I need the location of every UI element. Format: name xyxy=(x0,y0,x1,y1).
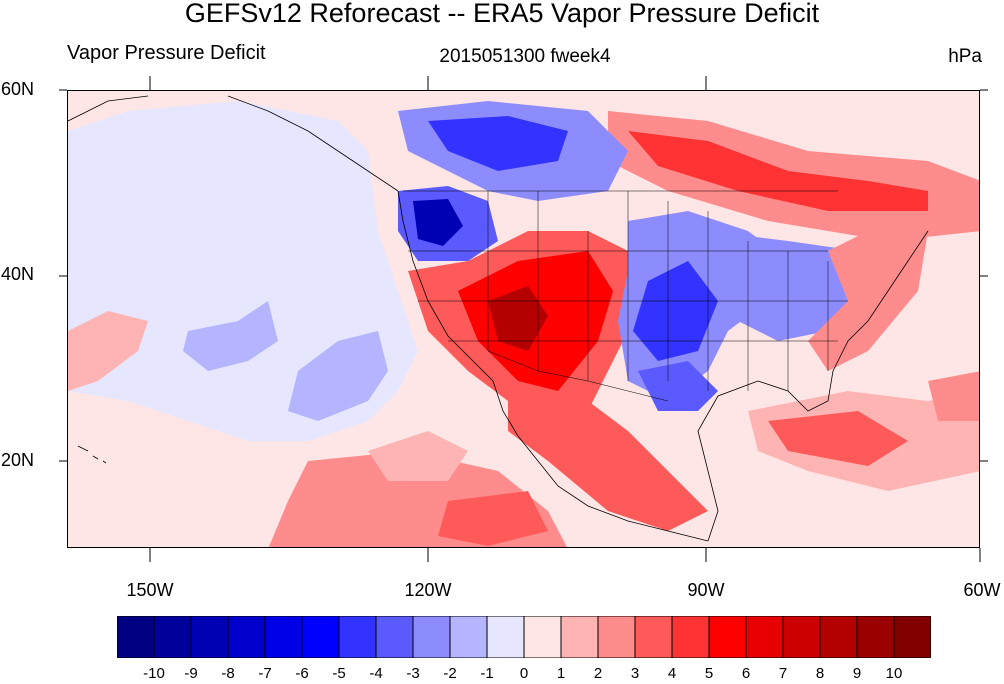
colorbar-swatch xyxy=(634,616,673,658)
lon-label-150w: 150W xyxy=(126,580,174,600)
colorbar-swatch xyxy=(671,616,710,658)
colorbar-tick-label: -2 xyxy=(443,665,457,682)
colorbar-tick-label: 10 xyxy=(885,665,903,682)
colorbar-swatch xyxy=(375,616,414,658)
colorbar-tick-label: 6 xyxy=(741,665,751,682)
lon-label-90w: 90W xyxy=(687,580,725,600)
colorbar xyxy=(117,616,931,658)
region-central-us-dark-blue xyxy=(633,261,718,361)
variable-label: Vapor Pressure Deficit xyxy=(67,42,266,64)
units-label: hPa xyxy=(948,46,982,67)
region-canada-dark-red xyxy=(628,131,928,211)
forecast-date-label: 2015051300 fweek4 xyxy=(439,46,611,67)
region-southwest-dark-red xyxy=(488,286,548,351)
colorbar-swatch xyxy=(301,616,340,658)
anomaly-map xyxy=(67,90,980,548)
region-pnw-dark-blue xyxy=(413,199,463,246)
colorbar-swatch xyxy=(486,616,525,658)
region-pacific-blue-patch-1 xyxy=(183,301,278,371)
anomaly-field xyxy=(68,91,979,547)
region-pacific-red-3 xyxy=(438,491,548,546)
lat-label-20n: 20N xyxy=(1,450,35,470)
colorbar-swatch xyxy=(819,616,858,658)
colorbar-swatch xyxy=(264,616,303,658)
colorbar-tick-label: -8 xyxy=(221,665,235,682)
lon-label-60w: 60W xyxy=(963,580,1001,600)
axis-ticks xyxy=(59,76,988,562)
colorbar-swatch xyxy=(745,616,784,658)
colorbar-swatch xyxy=(782,616,821,658)
colorbar-tick-label: -1 xyxy=(480,665,494,682)
colorbar-tick-label: -3 xyxy=(406,665,420,682)
colorbar-swatch xyxy=(856,616,895,658)
colorbar-tick-label: -6 xyxy=(295,665,309,682)
colorbar-swatch xyxy=(190,616,229,658)
region-canada-dark-blue xyxy=(428,116,568,171)
colorbar-tick-label: -9 xyxy=(184,665,198,682)
region-mexico-red xyxy=(508,391,708,531)
colorbar-swatch xyxy=(708,616,747,658)
colorbar-swatch xyxy=(117,616,155,658)
colorbar-swatch xyxy=(597,616,636,658)
colorbar-tick-label: 7 xyxy=(778,665,788,682)
colorbar-tick-label: -4 xyxy=(369,665,383,682)
region-east-atlantic-red xyxy=(928,371,979,421)
colorbar-tick-label: -10 xyxy=(143,665,165,682)
colorbar-swatch xyxy=(153,616,192,658)
colorbar-swatch xyxy=(227,616,266,658)
colorbar-swatch xyxy=(338,616,377,658)
colorbar-tick-label: 9 xyxy=(852,665,862,682)
colorbar-tick-label: 0 xyxy=(519,665,529,682)
lon-label-120w: 120W xyxy=(404,580,452,600)
colorbar-swatch xyxy=(523,616,562,658)
region-pacific-red-1 xyxy=(68,311,148,391)
lat-label-40n: 40N xyxy=(1,264,35,284)
region-east-coast-red xyxy=(808,221,928,371)
colorbar-tick-label: 5 xyxy=(704,665,714,682)
region-atlantic-dark-red xyxy=(768,411,908,466)
colorbar-swatch xyxy=(449,616,488,658)
colorbar-tick-label: -5 xyxy=(332,665,346,682)
region-pacific-red-4 xyxy=(368,431,468,481)
colorbar-swatch xyxy=(560,616,599,658)
political-borders xyxy=(403,190,848,402)
colorbar-tick-label: 1 xyxy=(556,665,566,682)
colorbar-tick-label: 3 xyxy=(630,665,640,682)
coastlines xyxy=(68,95,929,542)
lat-label-60n: 60N xyxy=(1,79,35,99)
colorbar-tick-label: -7 xyxy=(258,665,272,682)
colorbar-swatch xyxy=(893,616,931,658)
colorbar-tick-label: 4 xyxy=(667,665,677,682)
map-title: GEFSv12 Reforecast -- ERA5 Vapor Pressur… xyxy=(184,0,820,28)
colorbar-tick-label: 2 xyxy=(593,665,603,682)
region-pacific-blue-patch-2 xyxy=(288,331,388,421)
colorbar-tick-label: 8 xyxy=(815,665,825,682)
colorbar-swatch xyxy=(412,616,451,658)
